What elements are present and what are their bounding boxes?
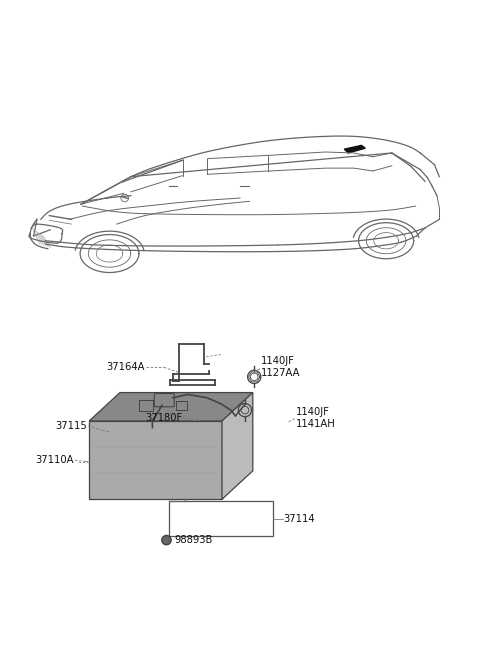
Circle shape — [162, 535, 171, 545]
Text: 37114: 37114 — [284, 514, 315, 524]
Polygon shape — [89, 392, 253, 421]
FancyBboxPatch shape — [154, 394, 174, 407]
Text: 1140JF
1141AH: 1140JF 1141AH — [296, 407, 336, 429]
Polygon shape — [89, 421, 222, 499]
Polygon shape — [222, 392, 253, 499]
Text: 37110A: 37110A — [36, 455, 74, 465]
Text: 37115: 37115 — [56, 420, 87, 431]
Text: 37164A: 37164A — [107, 363, 145, 373]
FancyBboxPatch shape — [139, 400, 153, 411]
FancyBboxPatch shape — [176, 401, 187, 410]
Text: 98893B: 98893B — [174, 535, 213, 545]
Text: 37180F: 37180F — [145, 413, 182, 422]
Text: 1140JF
1127AA: 1140JF 1127AA — [261, 356, 301, 378]
Polygon shape — [344, 145, 365, 153]
